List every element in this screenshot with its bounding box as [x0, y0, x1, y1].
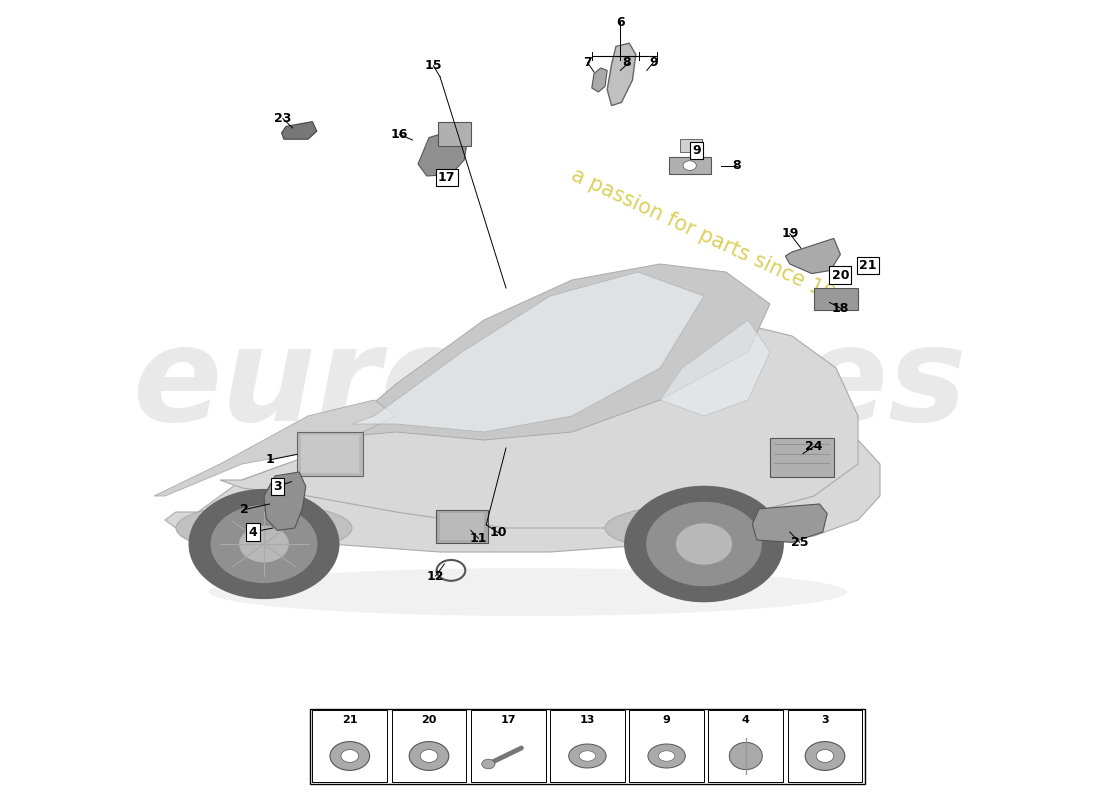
Bar — [770, 438, 834, 477]
Ellipse shape — [209, 568, 847, 616]
Text: 4: 4 — [741, 715, 750, 725]
Bar — [312, 710, 387, 782]
Circle shape — [189, 490, 339, 598]
Ellipse shape — [648, 744, 685, 768]
Text: 11: 11 — [470, 532, 487, 545]
Circle shape — [409, 742, 449, 770]
Text: 12: 12 — [427, 570, 444, 582]
Text: 13: 13 — [580, 715, 595, 725]
Bar — [310, 709, 865, 784]
Circle shape — [647, 502, 761, 586]
Bar — [629, 710, 704, 782]
Text: eurospares: eurospares — [133, 321, 967, 447]
Polygon shape — [308, 264, 770, 448]
Bar — [471, 710, 546, 782]
Text: 9: 9 — [692, 144, 701, 157]
Ellipse shape — [569, 744, 606, 768]
Polygon shape — [660, 320, 770, 416]
Polygon shape — [752, 504, 827, 542]
Text: 21: 21 — [859, 259, 877, 272]
Ellipse shape — [658, 750, 675, 762]
Polygon shape — [220, 320, 858, 528]
Polygon shape — [418, 128, 468, 176]
Bar — [669, 157, 711, 174]
Text: 6: 6 — [616, 16, 625, 29]
Circle shape — [330, 742, 370, 770]
Circle shape — [482, 759, 495, 769]
Text: 1: 1 — [265, 454, 274, 466]
Polygon shape — [282, 122, 317, 139]
Text: 17: 17 — [500, 715, 516, 725]
Text: 9: 9 — [662, 715, 671, 725]
Text: 8: 8 — [733, 159, 741, 172]
Circle shape — [341, 750, 359, 762]
Text: 24: 24 — [805, 440, 823, 453]
Ellipse shape — [605, 504, 803, 552]
Text: 23: 23 — [274, 112, 292, 125]
Polygon shape — [785, 238, 840, 274]
Text: 20: 20 — [421, 715, 437, 725]
Text: 18: 18 — [832, 302, 849, 314]
Text: 4: 4 — [249, 526, 257, 538]
Bar — [462, 521, 475, 527]
Text: 25: 25 — [791, 536, 808, 549]
Text: 20: 20 — [832, 269, 849, 282]
Circle shape — [211, 506, 317, 582]
Circle shape — [625, 486, 783, 602]
Polygon shape — [352, 272, 704, 432]
Text: 21: 21 — [342, 715, 358, 725]
Circle shape — [805, 742, 845, 770]
Text: 8: 8 — [623, 56, 636, 69]
Bar — [440, 513, 484, 540]
Bar — [297, 432, 363, 476]
Circle shape — [683, 161, 696, 170]
Text: 7: 7 — [583, 56, 592, 69]
Bar — [814, 288, 858, 310]
Circle shape — [420, 750, 438, 762]
Circle shape — [816, 750, 834, 762]
Polygon shape — [165, 432, 880, 552]
Bar — [438, 122, 471, 146]
Polygon shape — [592, 68, 607, 92]
Bar — [436, 510, 488, 543]
Ellipse shape — [176, 504, 352, 552]
Bar — [788, 710, 862, 782]
Text: 16: 16 — [390, 128, 408, 141]
Text: 10: 10 — [490, 526, 507, 539]
Text: 9: 9 — [649, 56, 658, 69]
Text: 2: 2 — [240, 503, 249, 516]
Bar — [680, 139, 702, 152]
Bar — [550, 710, 625, 782]
Text: 3: 3 — [273, 480, 282, 493]
Text: 17: 17 — [438, 171, 455, 184]
Polygon shape — [264, 472, 306, 530]
Text: 15: 15 — [425, 59, 442, 72]
Polygon shape — [607, 43, 636, 106]
Bar — [392, 710, 466, 782]
Polygon shape — [154, 400, 396, 496]
Text: 3: 3 — [822, 715, 828, 725]
Ellipse shape — [729, 742, 762, 770]
Circle shape — [676, 524, 732, 564]
Bar — [708, 710, 783, 782]
Text: a passion for parts since 1985: a passion for parts since 1985 — [568, 164, 862, 316]
Bar — [301, 435, 359, 473]
Circle shape — [240, 526, 288, 562]
Ellipse shape — [579, 750, 596, 762]
Text: 19: 19 — [781, 227, 799, 240]
